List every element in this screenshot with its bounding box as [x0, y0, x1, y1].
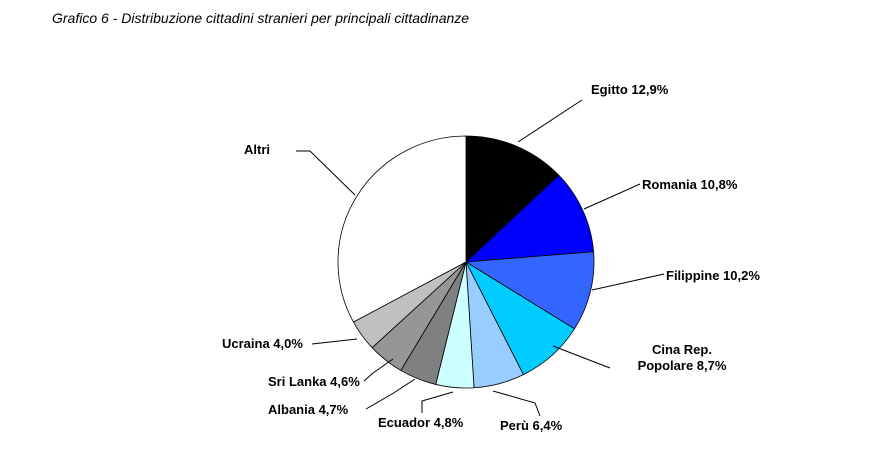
slice-label-peru: Perù 6,4%	[500, 418, 563, 433]
leader-line-filippine	[591, 273, 665, 291]
slice-labels: Egitto 12,9% Romania 10,8% Filippine 10,2%…	[222, 82, 760, 433]
slice-label-sri: Sri Lanka 4,6%	[268, 374, 360, 389]
pie-slice-filippine	[464, 251, 595, 330]
leader-line-cina	[552, 345, 611, 369]
slice-label-ecuador: Ecuador 4,8%	[378, 415, 464, 430]
leader-line-altri	[296, 150, 356, 196]
slice-label-albania: Albania 4,7%	[268, 402, 349, 417]
pie-slice-altri	[337, 135, 467, 323]
leader-line-egitto	[517, 99, 583, 143]
slice-label-cina: Cina Rep. Popolare 8,7%	[638, 342, 727, 373]
leader-line-peru	[492, 390, 541, 417]
chart-title: Grafico 6 - Distribuzione cittadini stra…	[52, 10, 470, 26]
slice-label-altri: Altri	[244, 142, 270, 157]
slice-label-egitto: Egitto 12,9%	[591, 82, 669, 97]
slice-label-ucraina: Ucraina 4,0%	[222, 336, 303, 351]
pie-slice-romania	[464, 174, 595, 263]
pie-slices	[337, 135, 595, 389]
slice-label-romania: Romania 10,8%	[642, 177, 738, 192]
leader-line-sri	[363, 358, 394, 382]
pie-slice-egitto	[465, 135, 560, 263]
leader-line-albania	[365, 378, 416, 410]
leader-line-ecuador	[421, 391, 454, 413]
slice-label-filippine: Filippine 10,2%	[666, 268, 760, 283]
leader-line-ucraina	[311, 338, 358, 345]
leader-line-romania	[583, 183, 641, 210]
leader-lines	[296, 99, 665, 417]
